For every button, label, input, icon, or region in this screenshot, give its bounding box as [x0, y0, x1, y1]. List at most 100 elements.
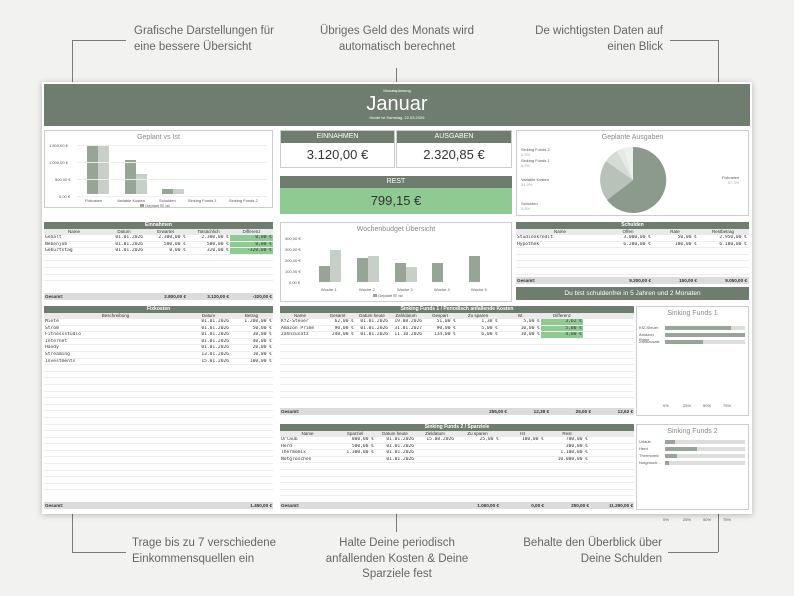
table-cell: 01.01.2026	[115, 241, 143, 247]
table-cell: 01.01.2026	[201, 332, 229, 338]
sinking-fund-row	[280, 365, 634, 372]
x-tick: 0%	[663, 403, 669, 408]
table-cell: Urlaub	[281, 437, 298, 442]
table-cell	[355, 372, 389, 378]
table-cell	[280, 470, 335, 476]
sinking-fund-row	[280, 345, 634, 352]
table-cell	[455, 490, 500, 496]
header-date: Heute ist Samstag, 22.03.2026	[369, 115, 425, 120]
x-tick: Variable Kosten	[117, 198, 145, 203]
table-cell	[187, 438, 230, 444]
income-row	[44, 275, 273, 282]
table-cell: 01.01.2026	[201, 325, 229, 331]
progress-fill	[665, 326, 731, 330]
table-cell	[335, 470, 375, 476]
table-cell: 300,00 €	[565, 443, 588, 449]
column-header: Zu sparen	[467, 431, 488, 436]
table-cell	[187, 464, 230, 470]
table-cell: 500,00 €	[206, 241, 229, 247]
x-tick: Woche 5	[471, 287, 487, 292]
table-cell: Handy	[45, 345, 59, 351]
table-cell	[698, 255, 748, 261]
table-cell	[500, 470, 545, 476]
table-cell	[541, 345, 583, 351]
x-tick: Sinking Funds 2	[229, 198, 258, 203]
table-cell	[44, 275, 104, 281]
table-cell	[144, 261, 187, 267]
bar-actual	[136, 173, 147, 194]
column-header: Datum heute	[382, 431, 408, 436]
table-cell: Streaming	[45, 351, 70, 357]
table-cell	[355, 392, 389, 398]
table-cell: 2.950,00 €	[719, 235, 747, 240]
table-cell	[499, 392, 541, 398]
table-cell	[423, 392, 457, 398]
table-cell: 01.01.2026	[201, 345, 229, 351]
column-header: Gesamt	[329, 313, 346, 318]
table-cell	[500, 483, 545, 489]
sinking-fund-row	[280, 339, 634, 346]
fixed-cost-row	[44, 431, 273, 438]
table-cell	[455, 457, 500, 463]
table-cell	[44, 471, 187, 477]
table-cell	[499, 339, 541, 345]
sinking-fund-row	[280, 359, 634, 366]
progress-label: KfZ-Steuer	[639, 325, 659, 330]
table-cell	[230, 385, 273, 391]
table-cell	[500, 463, 545, 469]
expense-kpi: AUSGABEN 2.320,85 €	[396, 130, 512, 168]
savings-goal-row	[280, 477, 634, 484]
income-row: Gehalt 01.01.2026 2.300,00 €2.300,00 €0,00…	[44, 235, 273, 242]
table-cell: 40,00 €	[252, 338, 272, 344]
bar-actual	[406, 266, 417, 282]
table-cell: 10,00 €	[252, 351, 272, 357]
table-cell	[44, 431, 187, 437]
fixed-cost-row	[44, 411, 273, 418]
x-tick: Schulden	[159, 198, 176, 203]
table-cell	[335, 457, 375, 463]
progress-fill	[665, 447, 697, 451]
table-cell	[604, 261, 652, 267]
x-tick: 25%	[683, 403, 692, 408]
table-cell	[230, 431, 273, 437]
table-cell: Strom	[45, 325, 59, 331]
table-cell	[320, 339, 355, 345]
table-cell: 1.300,00 €	[346, 450, 374, 456]
table-cell	[144, 255, 187, 261]
table-cell: 5,00 €	[523, 319, 540, 324]
y-tick: 100,00 €	[285, 269, 301, 274]
fixed-cost-row	[44, 398, 273, 405]
table-cell: 320,00 €	[206, 248, 229, 254]
fixed-cost-row: Investments 15.01.2026 100,00 €	[44, 359, 273, 366]
column-header: Datum heute	[359, 313, 385, 318]
fixed-cost-row: Internet 01.01.2026 40,00 €	[44, 339, 273, 346]
table-cell	[280, 463, 335, 469]
fixed-cost-row	[44, 372, 273, 379]
table-cell	[355, 345, 389, 351]
table-cell	[499, 359, 541, 365]
table-cell	[499, 385, 541, 391]
y-tick: 300,00 €	[285, 247, 301, 252]
y-tick: 0,00 €	[289, 280, 301, 285]
income-row	[44, 255, 273, 262]
table-cell	[457, 385, 499, 391]
table-cell	[280, 352, 320, 358]
debt-row	[516, 248, 749, 255]
x-tick: Woche 4	[434, 287, 450, 292]
table-cell: Herd	[281, 443, 293, 449]
table-cell	[499, 345, 541, 351]
table-cell	[500, 444, 545, 450]
debt-row: Hypothek 6.200,00 € 100,00 € 6.100,00 €	[516, 242, 749, 249]
table-cell	[415, 483, 455, 489]
y-tick: 400,00 €	[285, 236, 301, 241]
table-cell: 51,00 €	[436, 319, 456, 324]
column-header: Zieldatum	[425, 431, 445, 436]
progress-track	[665, 447, 745, 451]
progress-label: Zahnzusatz	[639, 339, 660, 344]
table-cell: Gehalt	[45, 235, 62, 240]
fixed-costs-table: Fixkosten Beschreibung Datum Betrag Miete 0…	[44, 306, 273, 491]
table-cell	[230, 484, 273, 490]
gridline	[77, 179, 267, 180]
table-cell	[541, 339, 583, 345]
table-cell	[44, 484, 187, 490]
